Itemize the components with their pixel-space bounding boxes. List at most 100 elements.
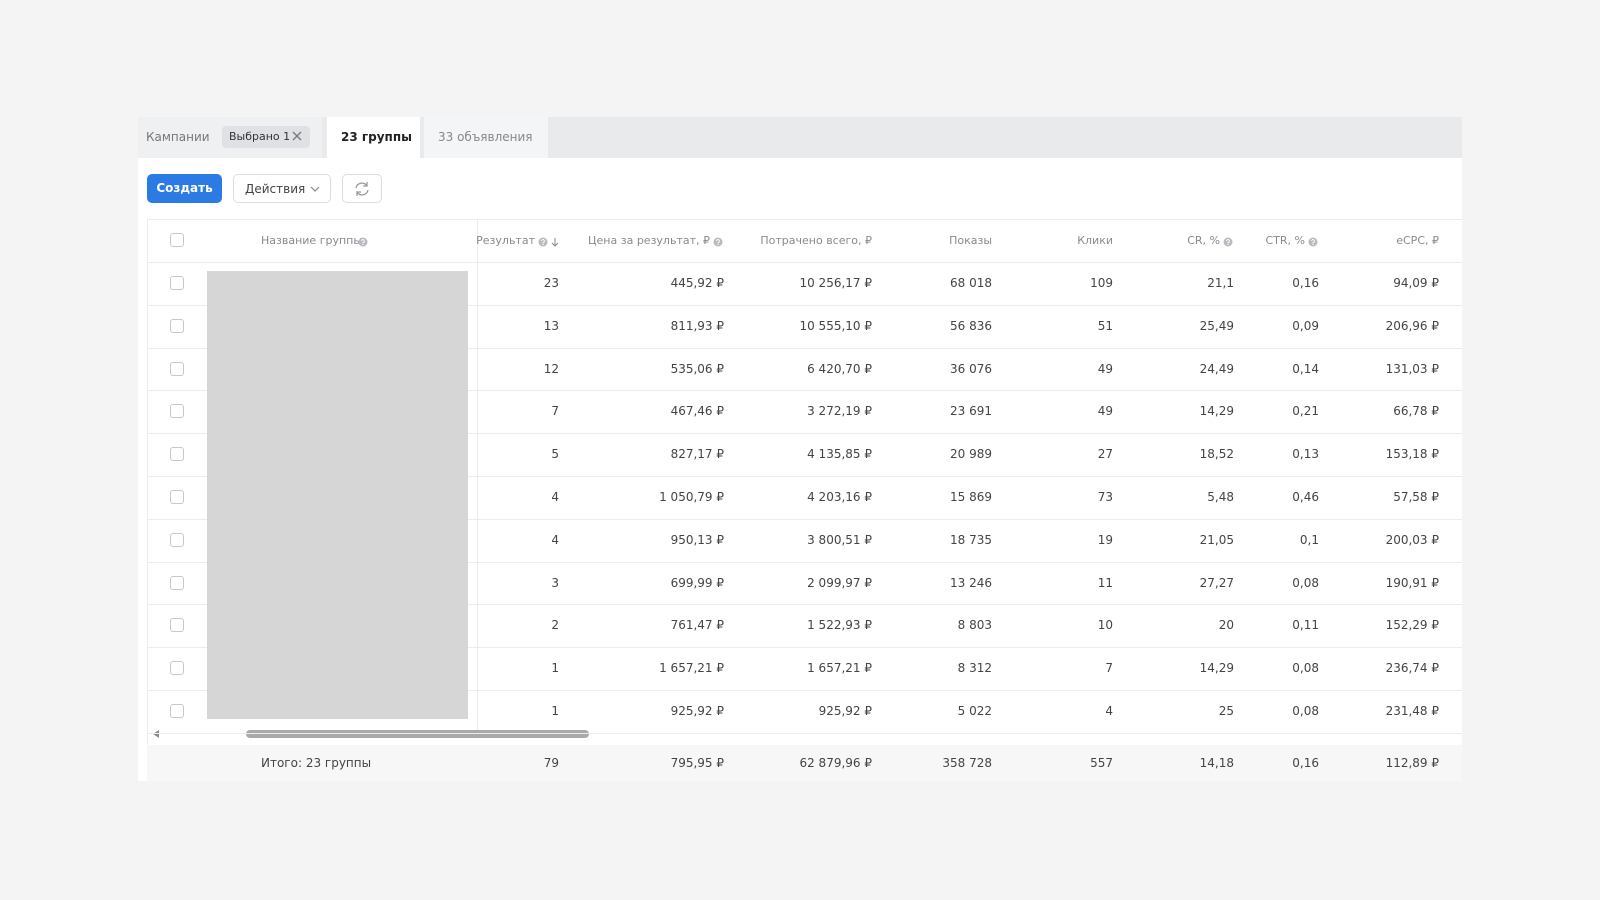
tab-label: Кампании [146, 130, 210, 144]
table-cell: 0,1 [1299, 532, 1319, 547]
help-icon [538, 237, 548, 247]
help-icon [1223, 237, 1233, 247]
tab-groups[interactable] [327, 117, 420, 158]
checkbox[interactable] [170, 404, 184, 419]
totals-cell: 14,18 [1199, 756, 1234, 770]
row-border [147, 347, 1462, 349]
help-icon [358, 237, 368, 247]
table-cell: 4 135,85 ₽ [807, 447, 872, 462]
table-cell: 73 [1097, 490, 1113, 504]
scrollbar-thumb[interactable] [246, 730, 589, 738]
totals-cell: 557 [1090, 756, 1113, 770]
checkbox[interactable] [170, 276, 184, 290]
checkbox[interactable] [170, 490, 184, 504]
table-cell: 19 [1097, 532, 1113, 547]
tab-label: 23 группы [341, 130, 412, 144]
help-icon [1308, 237, 1318, 247]
sort-icon [551, 238, 559, 247]
totals-row [147, 745, 1462, 781]
checkbox[interactable] [170, 661, 184, 676]
row-border [147, 476, 1462, 477]
table-cell: 3 272,19 ₽ [807, 404, 872, 419]
column-header: Потрачено всего, ₽ [760, 234, 872, 247]
selected-chip[interactable] [222, 126, 310, 148]
table-cell: 5 [551, 447, 559, 462]
table-cell: 0,46 [1292, 490, 1319, 504]
table-cell: 10 [1097, 618, 1113, 633]
table-cell: 2 099,97 ₽ [807, 575, 872, 590]
table-cell: 56 836 [950, 318, 992, 333]
totals-cell: 358 728 [942, 756, 992, 770]
row-border [147, 690, 1462, 691]
table-cell: 0,09 [1292, 318, 1319, 333]
table-cell: 236,74 ₽ [1385, 661, 1439, 676]
checkbox[interactable] [170, 447, 184, 462]
checkbox[interactable] [170, 618, 184, 633]
table-cell: 18,52 [1199, 447, 1234, 462]
totals-cell: 795,95 ₽ [670, 756, 724, 770]
checkbox[interactable] [170, 361, 184, 376]
totals-cell: 62 879,96 ₽ [799, 756, 872, 770]
table-cell: 206,96 ₽ [1385, 318, 1439, 333]
table-cell: 0,08 [1292, 704, 1319, 718]
chevron-icon [310, 186, 320, 192]
table-cell: 23 [543, 276, 559, 290]
table-cell: 23 691 [950, 404, 992, 419]
table-cell: 13 246 [950, 575, 992, 590]
checkbox[interactable] [170, 532, 184, 547]
checkbox[interactable] [170, 318, 184, 333]
refresh-button[interactable] [342, 174, 382, 203]
table-cell: 3 [551, 575, 559, 590]
totals-cell: 79 [543, 756, 559, 770]
table-cell: 36 076 [950, 361, 992, 376]
table-cell: 0,14 [1292, 361, 1319, 376]
refresh-icon [355, 182, 369, 196]
table-cell: 27,27 [1199, 575, 1234, 590]
table-cell: 14,29 [1199, 404, 1234, 419]
table-cell: 467,46 ₽ [670, 404, 724, 419]
table-cell: 20 989 [950, 447, 992, 462]
chip-label: Выбрано 1 [229, 130, 291, 143]
table-cell: 25,49 [1199, 318, 1234, 333]
table-cell: 7 [551, 404, 559, 419]
table-cell: 12 [543, 361, 559, 376]
chip-close-icon[interactable] [292, 131, 302, 141]
table-cell: 950,13 ₽ [670, 532, 724, 547]
checkbox[interactable] [170, 704, 184, 718]
column-header: Название группы [261, 234, 363, 247]
table-cell: 10 256,17 ₽ [799, 276, 872, 290]
create-button[interactable]: Создать [147, 174, 222, 203]
table-cell: 8 312 [957, 661, 992, 676]
actions-button[interactable] [233, 174, 331, 203]
table-cell: 15 869 [950, 490, 992, 504]
table-cell: 3 800,51 ₽ [807, 532, 872, 547]
tab-label: 33 объявления [438, 130, 533, 144]
table-cell: 4 [551, 490, 559, 504]
tab-ads[interactable] [424, 117, 548, 158]
table-cell: 190,91 ₽ [1385, 575, 1439, 590]
table-cell: 6 420,70 ₽ [807, 361, 872, 376]
table-cell: 68 018 [950, 276, 992, 290]
table-cell: 1 [551, 704, 559, 718]
table-cell: 4 203,16 ₽ [807, 490, 872, 504]
table-cell: 0,08 [1292, 575, 1319, 590]
table-cell: 7 [1105, 661, 1113, 676]
table-cell: 18 735 [950, 532, 992, 547]
table-cell: 153,18 ₽ [1385, 447, 1439, 462]
checkbox[interactable] [170, 575, 184, 590]
table-cell: 57,58 ₽ [1393, 490, 1439, 504]
table-cell: 200,03 ₽ [1385, 532, 1439, 547]
table-cell: 925,92 ₽ [670, 704, 724, 718]
scroll-left-arrow[interactable] [151, 729, 161, 739]
table-cell: 25 [1218, 704, 1234, 718]
table-cell: 10 555,10 ₽ [799, 318, 872, 333]
table-cell: 1 522,93 ₽ [807, 618, 872, 633]
table-cell: 2 [551, 618, 559, 633]
table-cell: 51 [1097, 318, 1113, 333]
totals-cell: 112,89 ₽ [1385, 756, 1439, 770]
checkbox[interactable] [170, 233, 184, 247]
table-cell: 27 [1097, 447, 1113, 462]
